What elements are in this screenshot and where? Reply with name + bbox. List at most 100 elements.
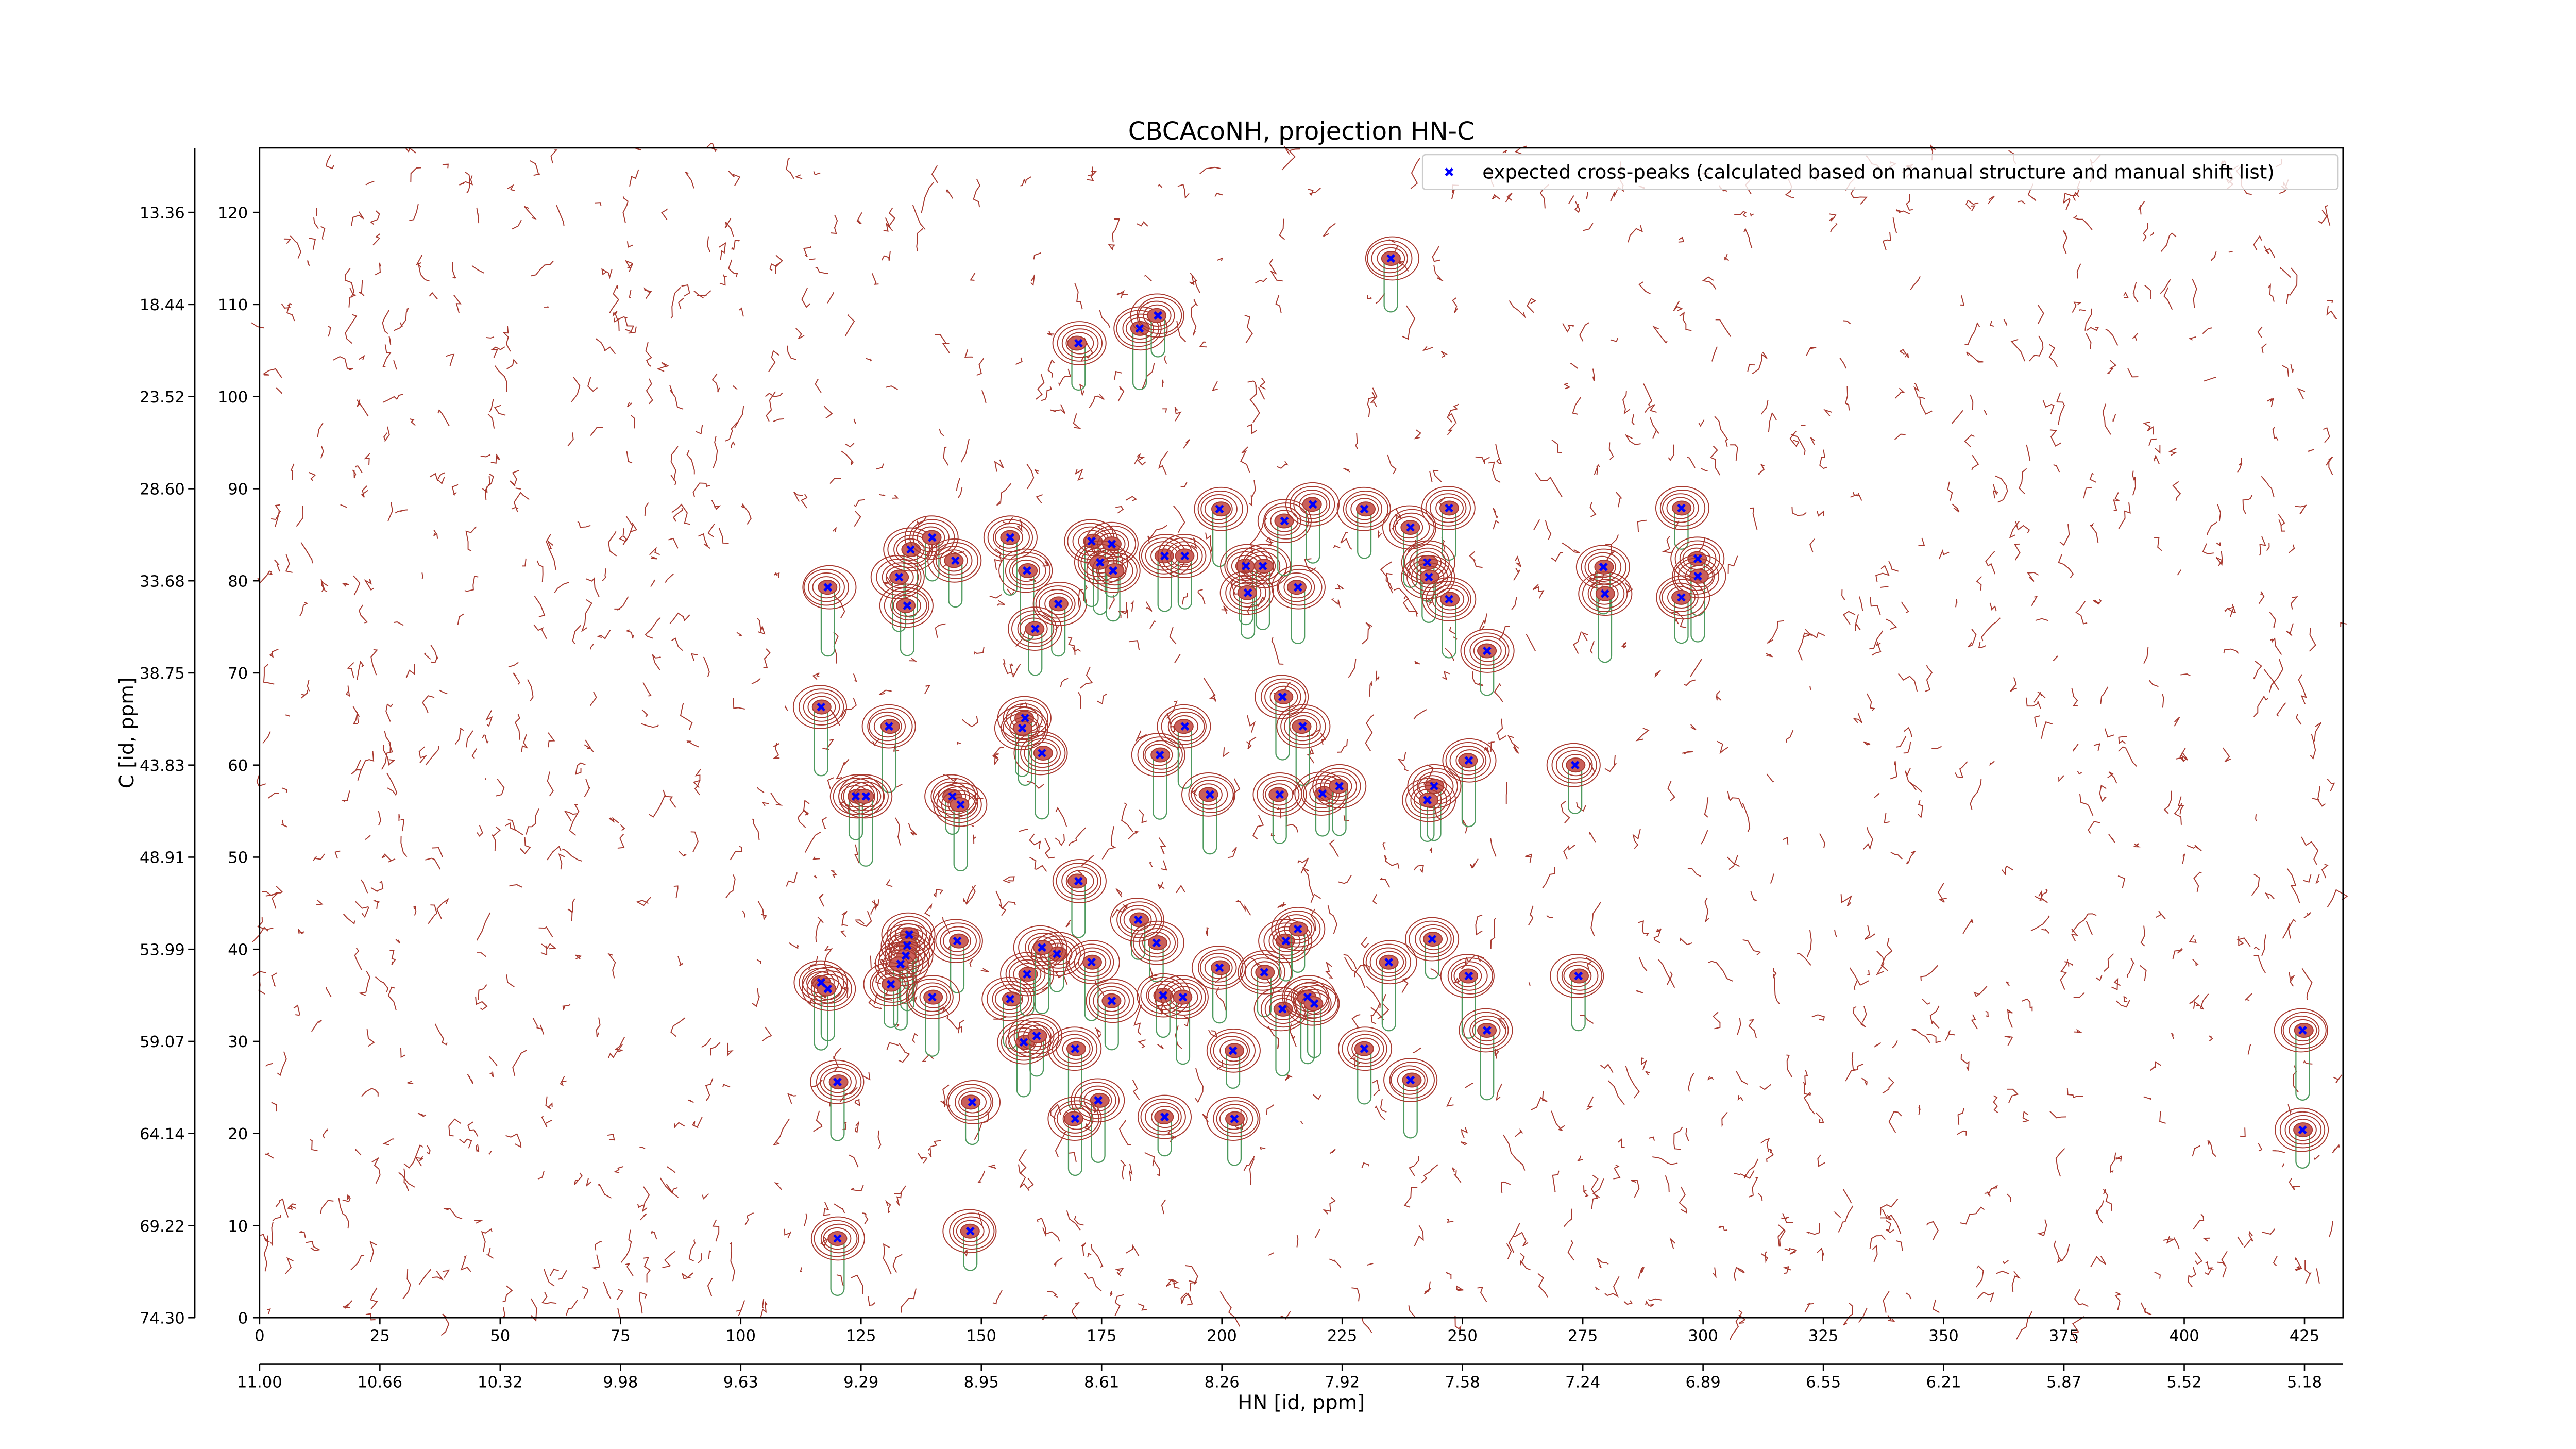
noise-contour	[1370, 1007, 1384, 1020]
noise-contour	[1926, 1221, 1939, 1240]
noise-contour	[1653, 928, 1662, 943]
noise-contour	[2304, 1260, 2312, 1284]
noise-contour	[1690, 724, 1697, 731]
noise-contour	[2289, 972, 2295, 987]
noise-contour	[1385, 572, 1393, 590]
noise-contour	[1737, 1094, 1743, 1101]
noise-contour	[2303, 1059, 2313, 1065]
noise-contour	[840, 985, 849, 999]
y2-tick-label: 28.60	[140, 481, 185, 499]
noise-contour	[571, 625, 581, 644]
noise-contour	[409, 204, 419, 221]
noise-contour	[1380, 561, 1394, 594]
noise-contour	[1073, 413, 1081, 429]
noise-contour	[1845, 386, 1850, 411]
peak-contour	[1473, 639, 1502, 662]
cross-peak	[1032, 1031, 1041, 1040]
peak-contour	[1421, 486, 1476, 530]
noise-contour	[548, 732, 555, 748]
noise-contour	[1375, 1105, 1385, 1120]
noise-contour	[663, 789, 676, 808]
noise-contour	[1515, 555, 1522, 568]
noise-contour	[1628, 225, 1643, 243]
noise-contour	[589, 644, 594, 650]
noise-contour	[2204, 377, 2216, 382]
noise-contour	[1743, 1158, 1759, 1179]
noise-contour	[326, 154, 334, 170]
noise-contour	[992, 1290, 1003, 1305]
noise-contour	[787, 1093, 797, 1104]
y-tick-label: 120	[218, 204, 248, 222]
noise-contour	[1817, 1248, 1825, 1261]
peak-contour	[1425, 490, 1471, 527]
noise-contour	[1803, 1082, 1811, 1096]
noise-contour	[1116, 290, 1128, 299]
noise-contour	[2007, 1088, 2019, 1103]
peak-contour	[1078, 951, 1107, 973]
noise-contour	[1736, 1071, 1748, 1085]
noise-contour	[514, 714, 520, 740]
noise-contour	[585, 739, 595, 752]
noise-contour	[1403, 1187, 1418, 1208]
noise-contour	[2058, 1244, 2070, 1262]
peak-contour	[1071, 1078, 1125, 1123]
peak-contour	[1012, 559, 1040, 582]
cross-peak	[1600, 589, 1609, 598]
noise-contour	[757, 901, 767, 921]
noise-contour	[1698, 419, 1705, 427]
noise-contour	[1981, 617, 2001, 642]
noise-contour	[489, 399, 494, 413]
peak-contour	[1238, 950, 1292, 995]
noise-contour	[827, 777, 834, 790]
noise-contour	[996, 600, 1005, 606]
noise-contour	[502, 326, 511, 352]
noise-contour	[1594, 464, 1600, 475]
cross-peak	[956, 800, 965, 809]
noise-contour	[595, 202, 602, 206]
noise-contour	[343, 1300, 352, 1309]
noise-contour	[877, 1130, 882, 1149]
noise-contour	[2207, 1140, 2216, 1157]
noise-contour	[1830, 223, 1838, 233]
noise-contour	[350, 1255, 365, 1271]
noise-contour	[845, 314, 855, 336]
noise-contour	[2076, 263, 2081, 279]
noise-contour	[1505, 192, 1513, 203]
peak-contour	[1393, 512, 1430, 543]
noise-contour	[1685, 1128, 1689, 1141]
noise-contour	[1933, 1299, 1940, 1313]
noise-contour	[2090, 1256, 2107, 1268]
noise-contour	[871, 899, 879, 907]
noise-contour	[267, 572, 273, 575]
noise-contour	[1929, 1005, 1940, 1029]
noise-contour	[569, 803, 580, 836]
noise-contour	[1643, 383, 1653, 407]
peak-contour	[1065, 940, 1120, 985]
noise-contour	[502, 1285, 513, 1303]
noise-contour	[1882, 1209, 1902, 1234]
noise-contour	[2258, 1142, 2263, 1152]
noise-contour	[696, 425, 703, 435]
noise-contour	[1859, 596, 1863, 611]
noise-contour	[272, 1215, 281, 1221]
noise-contour	[1721, 1111, 1728, 1127]
noise-contour	[1408, 1305, 1416, 1318]
noise-contour	[886, 879, 893, 887]
cross-peak	[1054, 599, 1063, 609]
noise-contour	[1496, 1083, 1502, 1101]
noise-contour	[2245, 993, 2252, 1001]
noise-contour	[523, 206, 537, 220]
x-tick-label: 150	[967, 1327, 996, 1345]
noise-contour	[2019, 468, 2027, 495]
noise-contour	[547, 846, 562, 861]
noise-contour	[512, 1049, 527, 1076]
noise-contour	[1074, 1216, 1084, 1226]
legend-marker	[1445, 167, 1454, 177]
noise-contour	[1128, 831, 1140, 839]
peak-contour	[1376, 951, 1404, 973]
noise-contour	[1047, 1291, 1058, 1298]
noise-contour	[1058, 368, 1072, 386]
noise-contour	[607, 953, 616, 979]
noise-contour	[1591, 1174, 1599, 1209]
noise-contour	[407, 1081, 414, 1084]
